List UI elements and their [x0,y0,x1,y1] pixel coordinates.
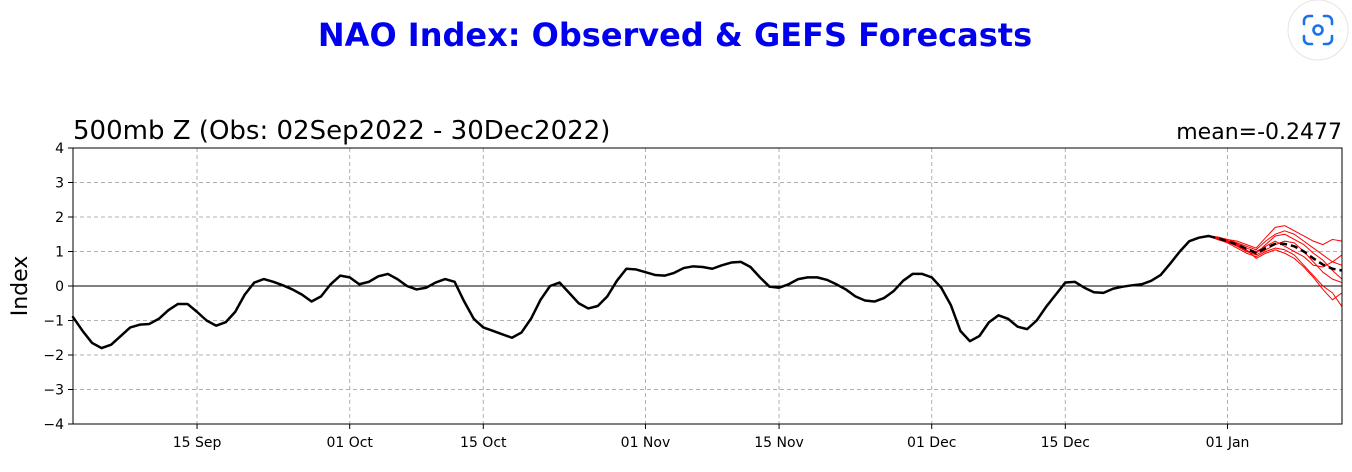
lens-button-bg[interactable] [1287,0,1349,61]
ensemble-line [1207,225,1343,249]
lens-button[interactable] [1287,0,1349,61]
plot-frame [72,147,1343,425]
series-line [71,234,1210,350]
ensemble-line [1207,230,1343,266]
x-tick-label: 01 Oct [326,435,373,451]
y-tick-label: −2 [43,348,64,364]
lens-icon-dot [1312,24,1324,36]
chart-title: NAO Index: Observed & GEFS Forecasts [318,16,1032,54]
x-tick-label: 01 Jan [1206,435,1250,451]
x-tick-label: 15 Nov [754,435,804,451]
ensemble-line [1207,235,1343,308]
x-tick-label: 15 Dec [1041,435,1090,451]
series-line [1208,234,1343,272]
y-tick-label: −4 [43,417,64,433]
x-tick-label: 15 Sep [173,435,222,451]
y-tick-label: 1 [55,245,64,261]
y-tick-label: −1 [43,314,64,330]
x-tick-label: 01 Dec [907,435,956,451]
y-tick-label: −3 [43,383,64,399]
y-tick-label: 4 [55,141,64,157]
y-tick-label: 2 [55,210,64,226]
lens-icon [1302,14,1334,46]
y-axis-label: Index [8,256,33,317]
x-tick-label: 15 Oct [460,435,507,451]
y-tick-label: 0 [55,279,64,295]
ensemble-line [1207,235,1343,301]
chart-subtitle: 500mb Z (Obs: 02Sep2022 - 30Dec2022) [73,116,610,146]
mean-annotation: mean=-0.2477 [1176,120,1342,145]
x-tick-label: 01 Nov [621,435,671,451]
y-tick-label: 3 [55,176,64,192]
